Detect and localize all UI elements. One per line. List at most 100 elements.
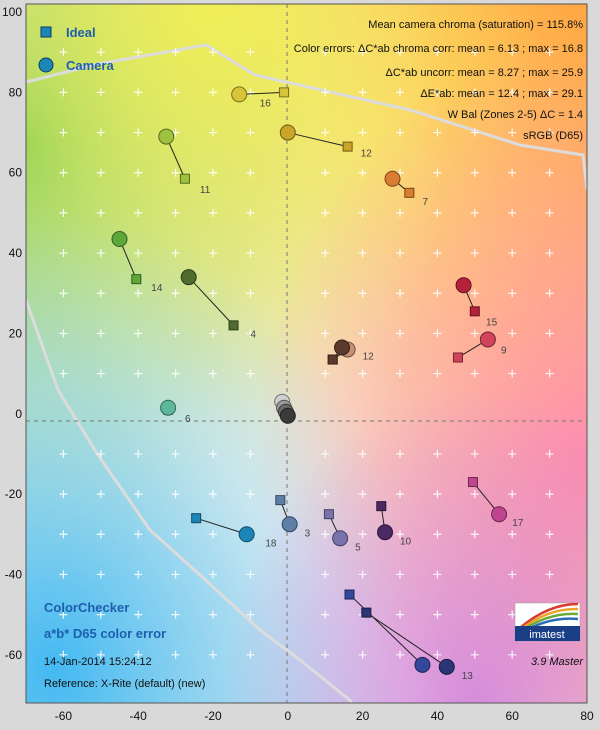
patch-labels: 16 12 11 7 14 4 15 9 12 6 17 3 18 5 10 13 (151, 98, 523, 681)
grid-cross (321, 88, 330, 97)
y-tick-label: 80 (9, 85, 23, 99)
error-line-12 (287, 132, 348, 148)
grid-cross (209, 490, 217, 499)
grid-cross (96, 208, 105, 217)
grid-cross (209, 289, 217, 298)
error-line-13 (366, 612, 448, 668)
x-tick-label: -20 (204, 709, 222, 723)
grid-cross (470, 329, 479, 338)
grid-cross (433, 530, 442, 539)
grid-cross (508, 329, 517, 338)
grid-cross (433, 570, 442, 579)
grid-cross (59, 570, 68, 579)
camera-marker-3 (281, 516, 298, 533)
grid-cross (508, 208, 517, 217)
logo-text: imatest (529, 629, 564, 641)
grid-cross (246, 48, 255, 57)
grid-cross (246, 490, 255, 499)
grid-cross (508, 490, 517, 499)
grid-cross (508, 289, 517, 298)
grid-cross (396, 249, 404, 258)
grid-cross (358, 530, 367, 539)
grid-cross (134, 329, 143, 338)
grid-cross (358, 490, 367, 499)
grid-cross (545, 48, 554, 57)
x-tick-label: 0 (284, 709, 291, 723)
grid-cross (508, 570, 517, 579)
grid-cross (171, 650, 180, 659)
grid-cross (246, 570, 255, 579)
grid-cross (96, 329, 105, 338)
grid-cross (321, 168, 330, 177)
grid-cross (508, 168, 517, 177)
grid-cross (396, 449, 404, 458)
grid-cross (246, 88, 255, 97)
grid-cross (545, 208, 554, 217)
grid-cross (59, 490, 68, 499)
grid-cross (96, 369, 105, 378)
grid-cross (59, 530, 68, 539)
grid-cross (96, 530, 105, 539)
stat-mean-chroma: Mean camera chroma (saturation) = 115.8% (368, 19, 583, 31)
x-tick-labels: -60 -40 -20 0 20 40 60 80 (55, 709, 594, 723)
grid-cross (59, 650, 68, 659)
grid-cross (246, 369, 255, 378)
grid-cross (358, 369, 367, 378)
camera-marker-15 (455, 277, 472, 294)
grid-cross (96, 650, 105, 659)
grid-cross (246, 208, 255, 217)
camera-marker-9 (479, 331, 496, 348)
grid-cross (508, 48, 517, 57)
patch-label-11: 11 (200, 185, 211, 196)
grid-cross (59, 208, 68, 217)
grid-cross (508, 650, 517, 659)
ideal-marker-3 (275, 495, 286, 506)
y-tick-label: 60 (9, 166, 23, 180)
grid-cross (358, 88, 367, 97)
camera-marker-7 (384, 170, 401, 187)
grid-cross (508, 530, 517, 539)
grid-cross (396, 369, 404, 378)
patch-label-3: 3 (305, 528, 311, 539)
grid-cross (134, 289, 143, 298)
grid-cross (96, 449, 105, 458)
camera-marker-11 (158, 128, 175, 145)
grid-cross (321, 48, 330, 57)
camera-markers (111, 86, 508, 675)
x-tick-label: -60 (55, 709, 73, 723)
grid-cross (321, 530, 330, 539)
imatest-logo: imatest (514, 602, 581, 642)
patch-label-17: 17 (512, 518, 524, 529)
grid-cross (358, 249, 367, 258)
camera-marker-17 (491, 506, 508, 523)
grid-cross (396, 128, 404, 137)
grid-cross (433, 490, 442, 499)
grid-cross (209, 650, 217, 659)
grid-cross (396, 88, 404, 97)
ideal-marker-17 (467, 477, 478, 488)
y-tick-label: -40 (5, 567, 23, 581)
grid-cross (134, 48, 143, 57)
grid-cross (171, 168, 180, 177)
grid-cross (545, 369, 554, 378)
stats-block: Mean camera chroma (saturation) = 115.8%… (294, 19, 583, 142)
grid-cross (171, 570, 180, 579)
grid-cross (358, 128, 367, 137)
y-tick-labels: -60 -40 -20 0 20 40 60 80 100 (2, 5, 22, 662)
grid-cross (321, 128, 330, 137)
grid-cross (59, 168, 68, 177)
grid-cross (470, 208, 479, 217)
grid-cross (134, 490, 143, 499)
grid-cross (470, 610, 479, 619)
grid-cross (545, 128, 554, 137)
ideal-marker-12 (342, 141, 353, 152)
grid-cross (545, 530, 554, 539)
grid-cross (396, 530, 404, 539)
grid-cross (545, 249, 554, 258)
grid-cross (321, 249, 330, 258)
grid-cross (96, 249, 105, 258)
grid-cross (545, 168, 554, 177)
plot-frame (25, 3, 588, 704)
patch-label-5: 5 (355, 542, 361, 553)
grid-cross (470, 570, 479, 579)
